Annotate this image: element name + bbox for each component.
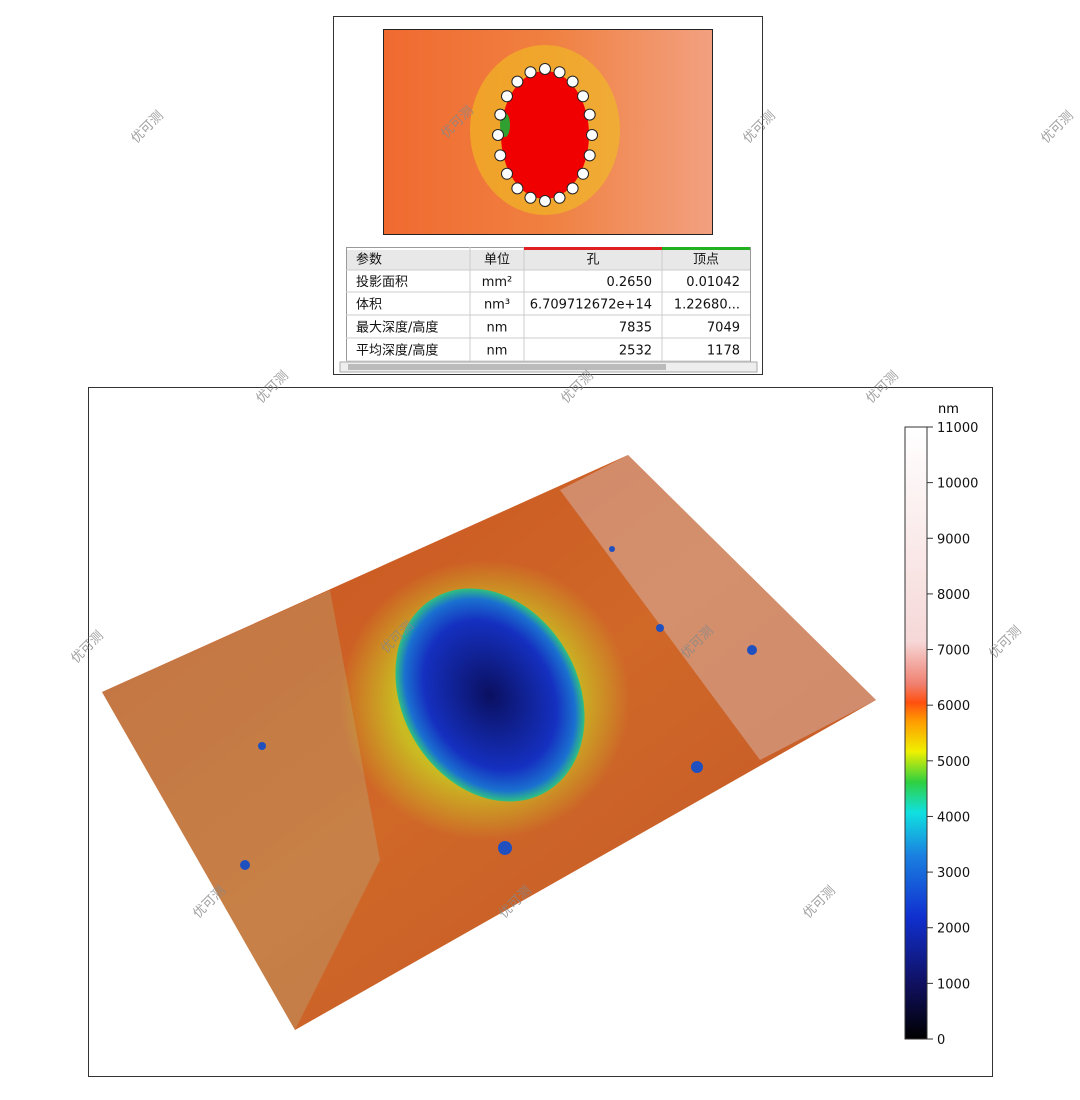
outline-point bbox=[492, 129, 504, 141]
hole-region bbox=[501, 71, 589, 199]
table-cell: nm bbox=[487, 344, 508, 359]
outline-point bbox=[494, 149, 507, 162]
scroll-thumb[interactable] bbox=[348, 364, 666, 370]
table-cell: mm² bbox=[482, 275, 513, 290]
table-header: 孔 bbox=[586, 253, 599, 268]
outline-point bbox=[566, 75, 579, 88]
colorbar-tick-label: 9000 bbox=[937, 532, 970, 547]
outline-point bbox=[577, 167, 590, 180]
outline-point bbox=[511, 182, 524, 195]
outline-point bbox=[539, 63, 551, 75]
table-cell: 体积 bbox=[356, 298, 382, 313]
outline-point bbox=[553, 191, 566, 204]
outline-point bbox=[511, 75, 524, 88]
outline-point bbox=[553, 66, 566, 79]
table-cell: 2532 bbox=[619, 344, 652, 359]
table-cell: 最大深度/高度 bbox=[356, 320, 438, 336]
colorbar-tick-label: 0 bbox=[937, 1033, 945, 1048]
outline-point bbox=[577, 90, 590, 103]
table-cell: 7049 bbox=[707, 321, 740, 336]
colorbar-tick-label: 7000 bbox=[937, 644, 970, 659]
table-cell: 1178 bbox=[707, 344, 740, 359]
outline-point bbox=[583, 149, 596, 162]
watermark: 优可测 bbox=[128, 108, 166, 146]
watermark: 优可测 bbox=[1038, 108, 1076, 146]
colorbar-tick-label: 8000 bbox=[937, 588, 970, 603]
table-header-bg bbox=[347, 250, 750, 270]
table-cell: 7835 bbox=[619, 321, 652, 336]
colorbar-tick-label: 3000 bbox=[937, 866, 970, 881]
outline-point bbox=[586, 129, 598, 141]
colorbar bbox=[904, 426, 928, 1040]
outline-point bbox=[524, 66, 537, 79]
outline-point bbox=[524, 191, 537, 204]
colorbar-tick-label: 5000 bbox=[937, 755, 970, 770]
colorbar-tick-label: 2000 bbox=[937, 922, 970, 937]
table-cell: nm bbox=[487, 321, 508, 336]
outline-point bbox=[566, 182, 579, 195]
table-cell: 6.709712672e+14 bbox=[530, 298, 652, 313]
outline-point bbox=[494, 108, 507, 121]
outline-point bbox=[539, 195, 551, 207]
colorbar-tick-label: 4000 bbox=[937, 810, 970, 825]
table-cell: 0.01042 bbox=[686, 275, 740, 290]
colorbar-tick-label: 6000 bbox=[937, 699, 970, 714]
table-cell: 投影面积 bbox=[356, 274, 408, 290]
table-header: 顶点 bbox=[693, 253, 719, 268]
table-cell: 平均深度/高度 bbox=[356, 343, 438, 359]
table-cell: 0.2650 bbox=[607, 275, 653, 290]
colorbar-tick-label: 10000 bbox=[937, 477, 978, 492]
outline-point bbox=[583, 108, 596, 121]
table-header: 参数 bbox=[356, 252, 382, 268]
outline-point bbox=[500, 167, 513, 180]
table-cell: nm³ bbox=[484, 298, 510, 313]
table-header: 单位 bbox=[484, 253, 510, 268]
outline-point bbox=[500, 90, 513, 103]
table-cell: 1.22680... bbox=[674, 298, 740, 313]
colorbar-tick-label: 1000 bbox=[937, 977, 970, 992]
colorbar-tick-label: 11000 bbox=[937, 421, 978, 436]
colorbar-unit: nm bbox=[938, 402, 959, 417]
hole-pit bbox=[395, 588, 585, 802]
